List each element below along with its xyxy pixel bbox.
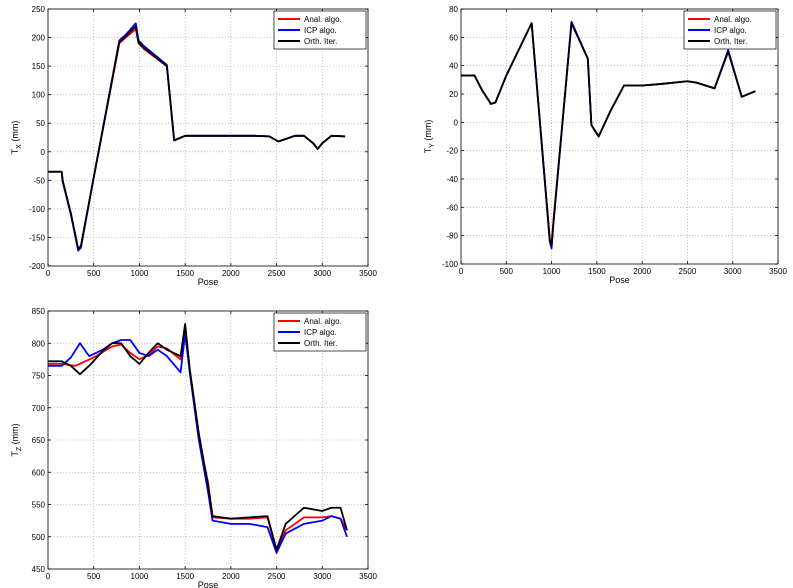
y-tick-label: -40	[446, 175, 458, 184]
legend-label: ICP algo.	[304, 26, 337, 35]
y-tick-label: -50	[33, 176, 45, 185]
y-axis-label: TZ (mm)	[10, 423, 23, 456]
y-tick-label: -20	[446, 147, 458, 156]
x-axis-label: Pose	[609, 275, 630, 285]
x-tick-label: 1500	[176, 269, 194, 278]
x-tick-label: 500	[500, 267, 514, 276]
y-tick-label: 250	[32, 5, 46, 14]
axes-frame	[47, 8, 369, 267]
y-tick-label: -100	[442, 260, 459, 269]
y-tick-label: 0	[41, 148, 46, 157]
legend-label: Anal. algo.	[714, 15, 752, 24]
x-tick-label: 2000	[633, 267, 651, 276]
x-tick-label: 1000	[131, 572, 149, 581]
y-tick-label: -200	[29, 262, 46, 271]
y-tick-label: 700	[32, 404, 46, 413]
y-tick-label: 800	[32, 339, 46, 348]
y-tick-label: 0	[454, 118, 459, 127]
x-tick-label: 3000	[724, 267, 742, 276]
y-tick-label: 500	[32, 533, 46, 542]
x-tick-label: 2500	[268, 269, 286, 278]
legend-label: Orth. Iter.	[304, 339, 337, 348]
chart-3: 0 500 1000 1500 2000 2500 3000 3500 450 500 550 600…	[10, 307, 377, 588]
x-tick-label: 2500	[268, 572, 286, 581]
x-tick-label: 1000	[543, 267, 561, 276]
x-tick-label: 2500	[679, 267, 697, 276]
x-tick-label: 2000	[222, 572, 240, 581]
x-tick-label: 0	[46, 572, 51, 581]
axes-frame	[460, 8, 779, 265]
chart-1: 0 500 1000 1500 2000 2500 3000 3500-200-150-100…	[10, 5, 377, 287]
y-tick-label: -80	[446, 232, 458, 241]
x-tick-label: 1500	[176, 572, 194, 581]
y-tick-label: 850	[32, 307, 46, 316]
x-tick-label: 0	[459, 267, 464, 276]
series-line	[48, 322, 348, 551]
series-line	[48, 25, 346, 250]
y-tick-label: -150	[29, 233, 46, 242]
series-line	[48, 332, 348, 554]
legend-label: Anal. algo.	[304, 15, 342, 24]
plot-area	[461, 9, 778, 264]
legend-label: Anal. algo.	[304, 317, 342, 326]
x-tick-label: 3500	[359, 572, 377, 581]
y-tick-label: -60	[446, 203, 458, 212]
y-tick-label: 550	[32, 501, 46, 510]
legend: Anal. algo. ICP algo. Orth. Iter.	[273, 312, 367, 352]
y-tick-label: 150	[32, 62, 46, 71]
y-tick-label: 200	[32, 34, 46, 43]
legend-label: ICP algo.	[714, 26, 747, 35]
y-tick-label: 750	[32, 372, 46, 381]
legend-label: Orth. Iter.	[714, 37, 747, 46]
y-tick-label: 80	[449, 5, 458, 14]
legend-label: Orth. Iter.	[304, 37, 337, 46]
x-axis-label: Pose	[198, 580, 219, 588]
chart-2: 0 500 1000 1500 2000 2500 3000 3500 -100 -80 -60 -4…	[423, 5, 787, 285]
x-tick-label: 500	[87, 572, 101, 581]
x-tick-label: 1500	[588, 267, 606, 276]
x-tick-label: 3000	[313, 269, 331, 278]
y-tick-label: 60	[449, 33, 458, 42]
y-tick-label: 20	[449, 90, 458, 99]
x-tick-label: 0	[46, 269, 51, 278]
x-tick-label: 500	[87, 269, 101, 278]
x-axis-label: Pose	[198, 277, 219, 287]
y-axis-label: TY (mm)	[423, 120, 436, 154]
y-tick-label: 450	[32, 565, 46, 574]
legend-label: ICP algo.	[304, 328, 337, 337]
series-line	[461, 22, 756, 247]
x-tick-label: 3500	[769, 267, 787, 276]
y-tick-label: 650	[32, 436, 46, 445]
y-tick-label: 40	[449, 62, 458, 71]
y-tick-label: -100	[29, 205, 46, 214]
y-tick-label: 50	[36, 119, 45, 128]
legend: Anal. algo. ICP algo. Orth. Iter.	[683, 10, 777, 50]
x-tick-label: 1000	[131, 269, 149, 278]
legend: Anal. algo. ICP algo. Orth. Iter.	[273, 10, 367, 50]
x-tick-label: 3000	[313, 572, 331, 581]
x-tick-label: 2000	[222, 269, 240, 278]
y-axis-label: TX (mm)	[10, 121, 23, 155]
y-tick-label: 100	[32, 91, 46, 100]
y-tick-label: 600	[32, 468, 46, 477]
x-tick-label: 3500	[359, 269, 377, 278]
